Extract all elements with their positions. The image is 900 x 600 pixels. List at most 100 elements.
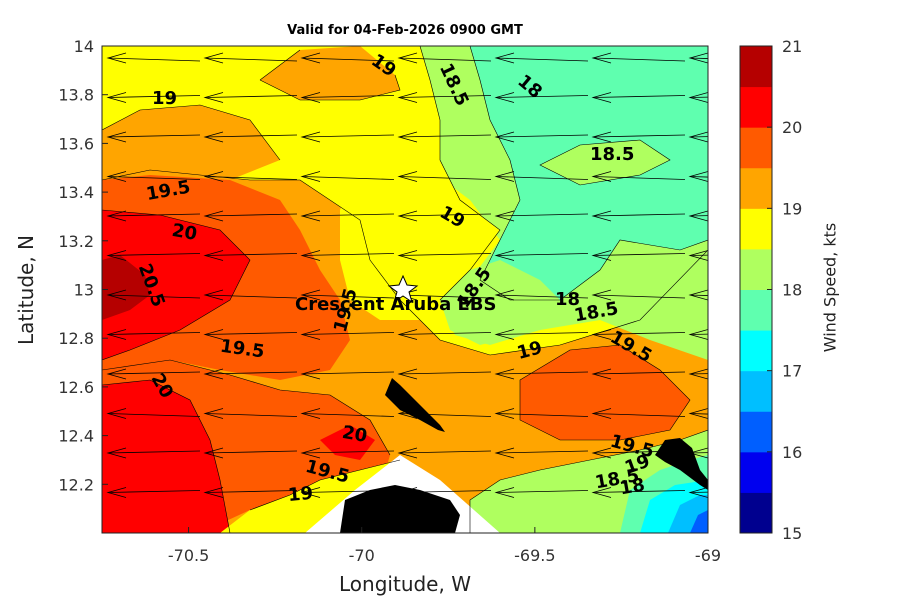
mainland-black	[340, 485, 460, 533]
colorbar-tick-label: 17	[782, 362, 802, 381]
wind-arrowhead	[494, 289, 515, 301]
wind-arrowhead	[688, 329, 708, 340]
region-20.5-21-west	[102, 255, 150, 320]
wind-arrow	[301, 57, 395, 62]
wind-arrow	[204, 371, 298, 375]
wind-arrow	[204, 490, 298, 493]
wind-arrowhead	[203, 487, 224, 498]
colorbar-ticks: 15 16 17 18 19 20 21	[767, 37, 802, 543]
region-20-20.5-southwest	[102, 380, 230, 533]
wind-arrow	[495, 490, 589, 493]
wind-arrow	[398, 294, 492, 299]
wind-arrow	[592, 294, 686, 299]
wind-arrow	[689, 57, 708, 59]
wind-arrow	[495, 95, 589, 98]
y-tick-label: 13.2	[58, 232, 94, 251]
wind-arrowhead	[688, 92, 708, 103]
wind-arrowhead	[397, 131, 418, 143]
wind-arrowhead	[300, 447, 321, 459]
wind-arrowhead	[300, 131, 321, 143]
wind-arrowhead	[494, 131, 515, 143]
wind-arrow	[204, 57, 298, 62]
wind-arrowhead	[203, 92, 224, 103]
wind-arrow	[301, 213, 395, 217]
x-tick-label: -70	[349, 546, 375, 565]
wind-arrow	[689, 254, 708, 256]
wind-arrowhead	[203, 289, 224, 301]
wind-arrow	[689, 294, 708, 296]
y-axis-label: Latitude, N	[14, 235, 38, 345]
colorbar	[739, 45, 773, 534]
wind-arrowhead	[300, 92, 321, 103]
wind-arrowhead	[300, 52, 321, 64]
wind-arrow	[398, 95, 492, 98]
wind-arrowhead	[203, 447, 224, 459]
wind-arrow	[398, 413, 492, 417]
wind-arrowhead	[397, 487, 418, 498]
wind-arrow	[107, 57, 201, 62]
wind-arrowhead	[688, 368, 708, 380]
wind-arrow	[592, 253, 686, 256]
wind-arrows	[106, 52, 708, 498]
colorbar-segment	[740, 330, 772, 372]
wind-arrow	[301, 371, 395, 375]
wind-arrow	[301, 95, 395, 98]
wind-arrow	[107, 413, 201, 417]
wind-arrowhead	[397, 92, 418, 103]
wind-arrowhead	[591, 408, 612, 419]
wind-arrow	[592, 450, 686, 454]
wind-arrowhead	[591, 171, 612, 182]
y-tick-label: 14	[74, 37, 94, 56]
colorbar-tick-label: 15	[782, 524, 802, 543]
wind-arrow	[107, 294, 201, 299]
colorbar-label: Wind Speed, kts	[820, 222, 840, 353]
wind-arrow	[495, 134, 589, 138]
contour-label: 20	[170, 220, 198, 245]
wind-arrow	[107, 213, 201, 217]
region-19-19.5-north	[260, 46, 400, 100]
wind-arrow	[592, 413, 686, 417]
x-tick-label: -70.5	[168, 546, 209, 565]
wind-arrowhead	[591, 210, 612, 222]
region-19-19.5-northwest	[102, 105, 280, 185]
wind-arrowhead	[106, 408, 127, 419]
wind-arrow	[689, 413, 708, 415]
wind-arrow	[398, 253, 492, 256]
wind-arrowhead	[688, 408, 708, 419]
wind-arrow	[592, 57, 686, 62]
wind-arrow	[495, 371, 589, 375]
wind-arrow	[107, 134, 201, 138]
region-15.5-16-southeast	[690, 510, 708, 533]
wind-arrowhead	[106, 210, 127, 222]
wind-arrowhead	[397, 329, 418, 340]
wind-arrowhead	[203, 250, 224, 261]
wind-arrowhead	[591, 250, 612, 261]
wind-arrow	[301, 490, 395, 493]
star-icon	[387, 274, 419, 304]
wind-arrow	[301, 450, 395, 454]
region-18.5-19-east	[540, 140, 670, 185]
wind-arrow	[204, 134, 298, 138]
wind-arrow	[204, 95, 298, 98]
wind-arrowhead	[106, 329, 127, 340]
wind-arrowhead	[688, 487, 708, 498]
wind-arrowhead	[591, 329, 612, 340]
x-tick-label: -69.5	[514, 546, 555, 565]
wind-arrowhead	[688, 289, 708, 301]
wind-arrowhead	[106, 447, 127, 459]
wind-arrowhead	[106, 250, 127, 261]
wind-arrowhead	[591, 131, 612, 143]
wind-arrow	[398, 332, 492, 335]
wind-arrow	[204, 413, 298, 417]
wind-arrowhead	[106, 171, 127, 182]
wind-arrowhead	[203, 329, 224, 340]
station-label: Crescent Aruba EBS	[295, 294, 496, 315]
wind-arrowhead	[494, 92, 515, 103]
wind-arrow	[592, 213, 686, 217]
contour-fill-layer	[102, 46, 708, 533]
y-tick-label: 12.8	[58, 329, 94, 348]
x-tick-label: -69	[695, 546, 721, 565]
wind-arrowhead	[397, 408, 418, 419]
region-20-20.5-south	[320, 425, 375, 460]
station-marker: Crescent Aruba EBS	[295, 274, 496, 315]
